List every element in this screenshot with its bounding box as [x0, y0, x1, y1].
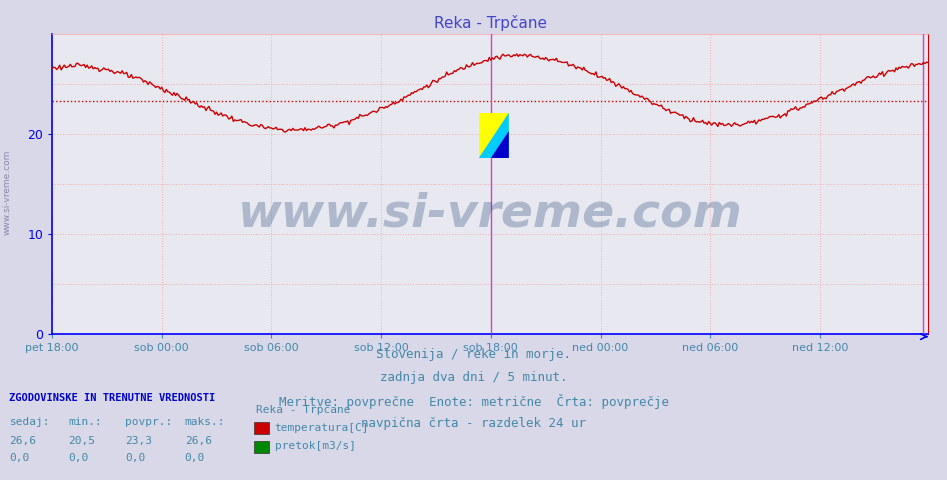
Text: www.si-vreme.com: www.si-vreme.com: [238, 191, 742, 236]
Polygon shape: [478, 113, 509, 158]
Text: 0,0: 0,0: [68, 453, 88, 463]
Text: 26,6: 26,6: [9, 436, 37, 446]
Text: 0,0: 0,0: [9, 453, 29, 463]
Text: povpr.:: povpr.:: [125, 417, 172, 427]
Text: 26,6: 26,6: [185, 436, 212, 446]
Polygon shape: [478, 113, 509, 158]
Text: www.si-vreme.com: www.si-vreme.com: [3, 149, 12, 235]
Text: temperatura[C]: temperatura[C]: [275, 423, 369, 433]
Text: navpična črta - razdelek 24 ur: navpična črta - razdelek 24 ur: [361, 417, 586, 430]
Text: Slovenija / reke in morje.: Slovenija / reke in morje.: [376, 348, 571, 361]
Text: 0,0: 0,0: [125, 453, 145, 463]
Text: 20,5: 20,5: [68, 436, 96, 446]
Title: Reka - Trpčane: Reka - Trpčane: [434, 15, 546, 31]
Text: ZGODOVINSKE IN TRENUTNE VREDNOSTI: ZGODOVINSKE IN TRENUTNE VREDNOSTI: [9, 393, 216, 403]
Text: maks.:: maks.:: [185, 417, 225, 427]
Text: Meritve: povprečne  Enote: metrične  Črta: povprečje: Meritve: povprečne Enote: metrične Črta:…: [278, 394, 669, 409]
Text: 23,3: 23,3: [125, 436, 152, 446]
Polygon shape: [491, 131, 509, 158]
Text: sedaj:: sedaj:: [9, 417, 50, 427]
Text: 0,0: 0,0: [185, 453, 205, 463]
Text: pretok[m3/s]: pretok[m3/s]: [275, 441, 356, 451]
Text: zadnja dva dni / 5 minut.: zadnja dva dni / 5 minut.: [380, 371, 567, 384]
Text: min.:: min.:: [68, 417, 102, 427]
Text: Reka - Trpčane: Reka - Trpčane: [256, 404, 350, 415]
